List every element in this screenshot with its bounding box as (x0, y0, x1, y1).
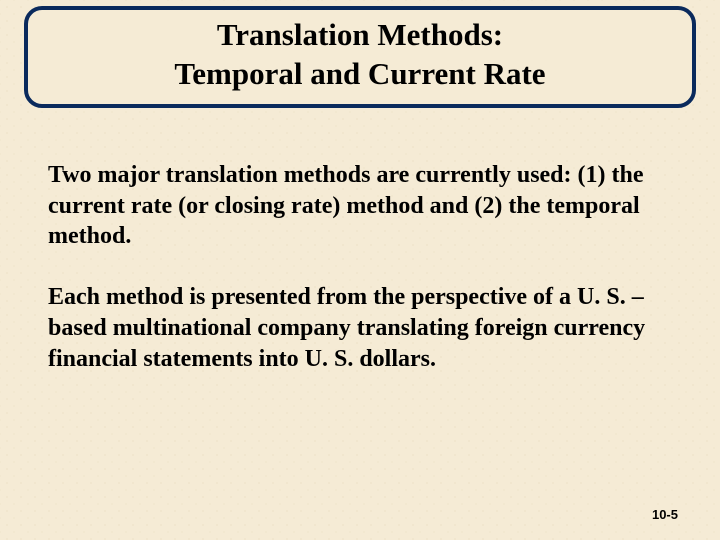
paragraph-2: Each method is presented from the perspe… (48, 282, 672, 374)
body-area: Two major translation methods are curren… (48, 160, 672, 404)
title-line-2: Temporal and Current Rate (48, 55, 672, 94)
title-line-1: Translation Methods: (48, 16, 672, 55)
paragraph-1: Two major translation methods are curren… (48, 160, 672, 252)
slide: Translation Methods: Temporal and Curren… (0, 0, 720, 540)
page-number: 10-5 (652, 507, 678, 522)
title-box: Translation Methods: Temporal and Curren… (24, 6, 696, 108)
